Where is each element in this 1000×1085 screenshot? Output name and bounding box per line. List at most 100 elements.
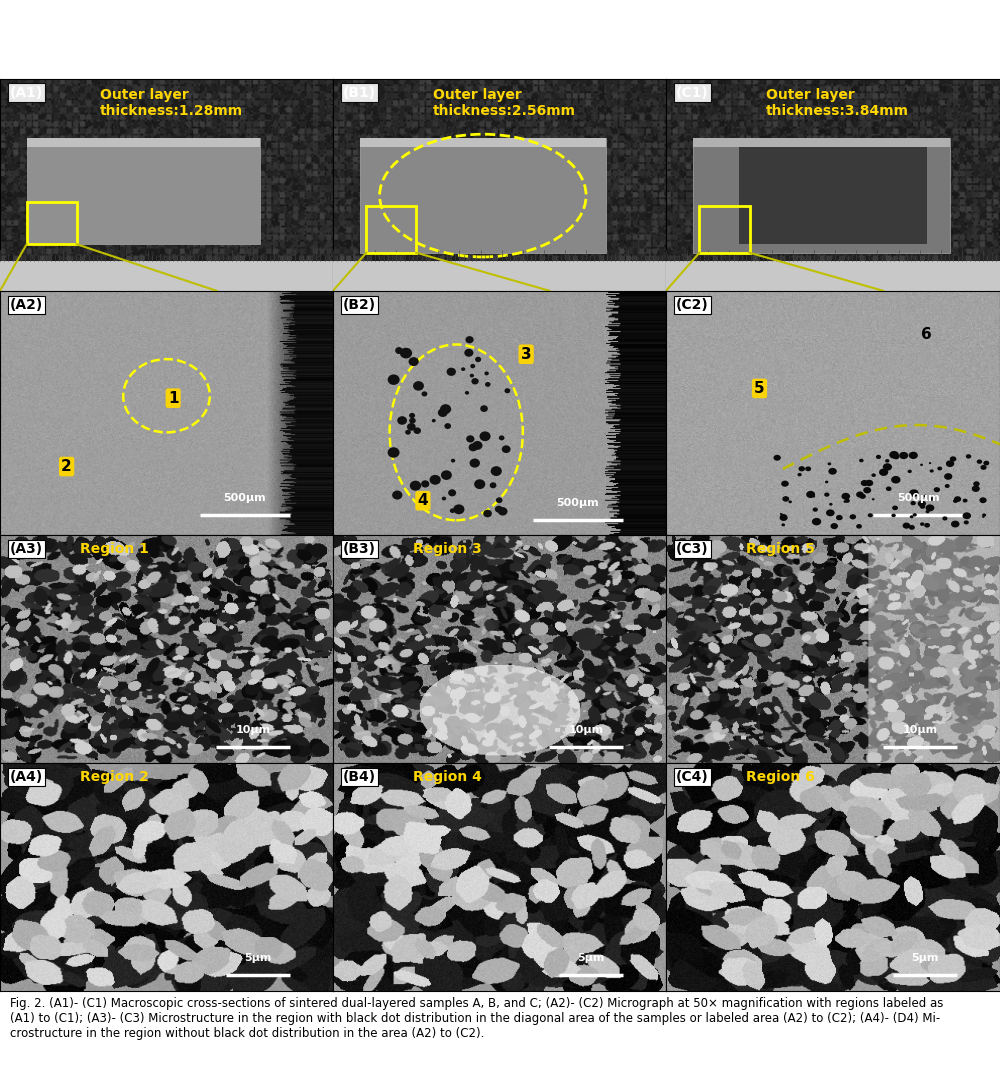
Text: Region 3: Region 3 [413,541,482,556]
Ellipse shape [841,493,850,500]
Ellipse shape [918,500,926,507]
Ellipse shape [465,336,474,343]
Ellipse shape [483,510,492,518]
Ellipse shape [395,347,403,354]
Text: (B2): (B2) [343,298,376,312]
Ellipse shape [469,444,478,451]
Ellipse shape [461,368,465,371]
Text: 4: 4 [418,494,428,508]
Ellipse shape [954,496,961,502]
Text: 10μm: 10μm [902,726,937,736]
Ellipse shape [889,451,899,459]
Polygon shape [360,139,606,146]
Text: (C3): (C3) [676,541,709,556]
Ellipse shape [830,523,838,529]
Ellipse shape [422,392,427,396]
Ellipse shape [926,505,934,511]
Ellipse shape [892,506,898,510]
Text: 10μm: 10μm [569,726,604,736]
Ellipse shape [930,497,934,501]
Ellipse shape [945,484,950,488]
Ellipse shape [471,378,479,384]
Ellipse shape [980,464,987,470]
Ellipse shape [909,489,919,497]
Ellipse shape [910,515,914,519]
Polygon shape [0,261,333,291]
Text: 5μm: 5μm [911,954,939,963]
Ellipse shape [464,348,473,357]
Ellipse shape [432,419,436,422]
Text: 3: 3 [521,347,531,361]
Ellipse shape [913,513,917,516]
Ellipse shape [474,480,485,489]
Ellipse shape [470,363,475,368]
Text: (C2): (C2) [676,298,709,312]
Ellipse shape [798,467,805,471]
Text: 6: 6 [921,328,932,342]
Ellipse shape [850,514,856,520]
Ellipse shape [441,470,452,480]
Ellipse shape [409,357,419,366]
Text: Outer layer
thickness:2.56mm: Outer layer thickness:2.56mm [433,88,576,118]
Ellipse shape [780,514,788,521]
Ellipse shape [495,506,503,512]
Ellipse shape [856,524,862,528]
Text: 500μm: 500μm [897,494,939,503]
Ellipse shape [440,405,451,414]
Ellipse shape [930,470,934,473]
Ellipse shape [977,459,982,464]
Text: 500μm: 500μm [223,494,266,503]
Ellipse shape [826,509,835,516]
Ellipse shape [470,373,474,378]
Ellipse shape [963,512,971,520]
Ellipse shape [392,490,402,499]
Ellipse shape [410,481,421,490]
Ellipse shape [920,505,925,509]
Text: Region 6: Region 6 [746,769,815,783]
Text: (A2): (A2) [10,298,43,312]
Ellipse shape [891,513,896,518]
Ellipse shape [942,516,947,521]
Ellipse shape [484,371,489,375]
Ellipse shape [843,500,846,502]
Ellipse shape [964,521,969,524]
Ellipse shape [879,469,888,476]
Ellipse shape [863,487,871,494]
Ellipse shape [973,482,980,486]
Ellipse shape [388,374,400,385]
Text: (A1): (A1) [10,86,43,100]
Ellipse shape [908,470,912,473]
Ellipse shape [813,508,818,512]
Ellipse shape [405,430,411,435]
Ellipse shape [475,357,481,362]
Ellipse shape [872,498,875,500]
Polygon shape [333,261,666,291]
Ellipse shape [885,459,889,462]
Ellipse shape [982,516,985,518]
Ellipse shape [966,455,971,459]
Polygon shape [739,146,927,244]
Ellipse shape [883,463,892,471]
Ellipse shape [806,490,815,498]
Ellipse shape [944,473,952,480]
Ellipse shape [465,391,469,395]
Ellipse shape [413,427,421,434]
Ellipse shape [950,457,956,461]
Ellipse shape [797,473,802,476]
Ellipse shape [480,432,491,442]
Text: Region 4: Region 4 [413,769,482,783]
Ellipse shape [828,468,837,474]
Ellipse shape [812,495,815,497]
Ellipse shape [920,522,924,526]
Text: 5μm: 5μm [577,954,605,963]
Ellipse shape [937,467,942,471]
Text: Outer layer
thickness:3.84mm: Outer layer thickness:3.84mm [766,88,909,118]
Text: 5: 5 [754,381,765,396]
Ellipse shape [903,523,910,528]
Ellipse shape [953,499,958,503]
Text: 500μm: 500μm [556,498,599,508]
Ellipse shape [421,481,429,487]
Polygon shape [360,139,606,253]
Ellipse shape [893,455,899,459]
Ellipse shape [934,487,940,493]
